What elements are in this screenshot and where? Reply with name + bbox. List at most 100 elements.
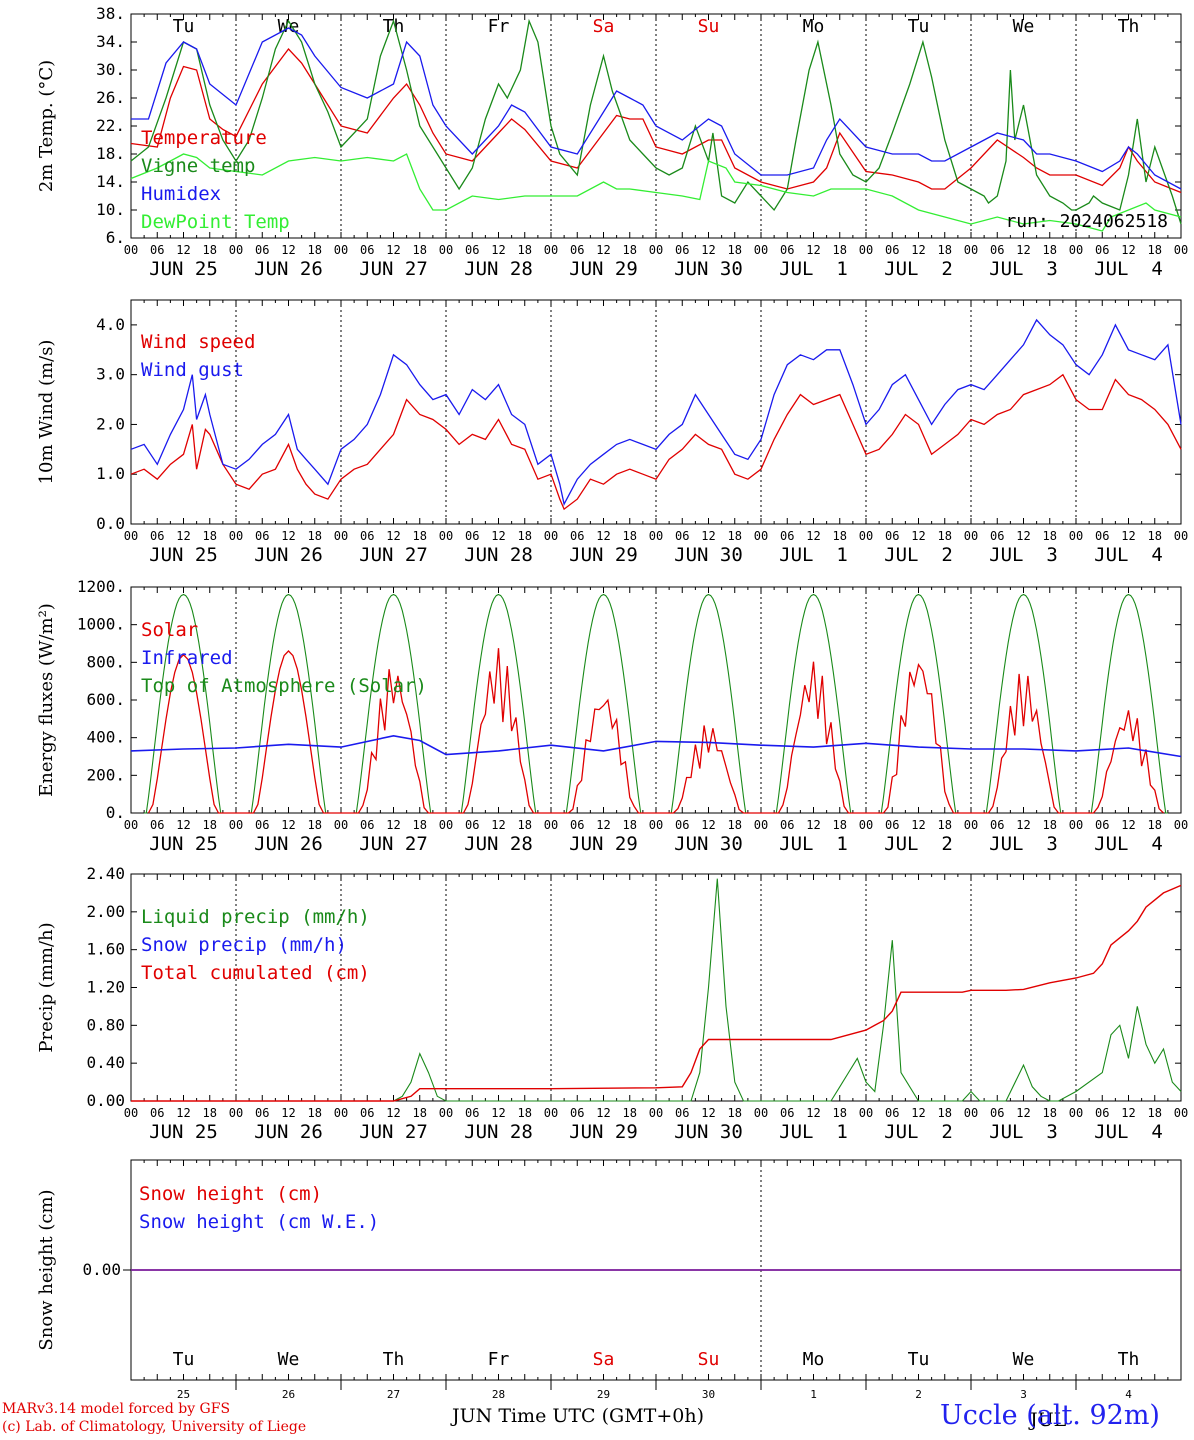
hour-tick-label: 00 (334, 529, 348, 543)
hour-tick-label: 00 (649, 529, 663, 543)
hour-tick-label: 12 (596, 529, 610, 543)
hour-tick-label: 06 (360, 529, 374, 543)
hour-tick-label: 06 (990, 529, 1004, 543)
hour-tick-label: 06 (885, 243, 899, 257)
legend-entry: Top of Atmosphere (Solar) (141, 675, 427, 697)
day-number-label: 28 (492, 1388, 505, 1401)
y-tick-label: 800. (86, 652, 125, 671)
hour-tick-label: 18 (413, 529, 427, 543)
weekday-label: We (278, 1349, 300, 1370)
y-axis-label-energy: Energy fluxes (W/m²) (36, 603, 57, 797)
series-line-dewpoint-temp (130, 153, 1182, 232)
credit-line-2: (c) Lab. of Climatology, University of L… (2, 1419, 307, 1435)
hour-tick-label: 12 (386, 529, 400, 543)
hour-tick-label: 18 (518, 818, 532, 832)
series-line-wind-gust (130, 318, 1182, 506)
hour-tick-label: 18 (623, 529, 637, 543)
hour-tick-label: 00 (754, 1106, 768, 1120)
hour-tick-label: 18 (1148, 818, 1162, 832)
weekday-label: We (1013, 1349, 1035, 1370)
y-tick-label: 14. (96, 172, 125, 191)
hour-tick-label: 00 (124, 529, 138, 543)
date-label: JUL 1 (779, 833, 848, 855)
hour-tick-label: 12 (701, 243, 715, 257)
day-number-label: 1 (810, 1388, 817, 1401)
hour-tick-label: 06 (360, 1106, 374, 1120)
day-number-label: 25 (177, 1388, 190, 1401)
hour-tick-label: 06 (150, 1106, 164, 1120)
day-number-label: 3 (1020, 1388, 1027, 1401)
y-tick-label: 10. (96, 200, 125, 219)
hour-tick-label: 18 (1043, 818, 1057, 832)
hour-tick-label: 12 (281, 529, 295, 543)
hour-tick-label: 00 (754, 818, 768, 832)
date-label: JUN 26 (254, 833, 323, 855)
hour-tick-label: 06 (150, 818, 164, 832)
y-tick-label: 0.40 (86, 1053, 125, 1072)
hour-tick-label: 00 (1174, 243, 1188, 257)
hour-tick-label: 12 (176, 818, 190, 832)
weekday-label: Tu (173, 1349, 195, 1370)
date-label: JUN 30 (674, 258, 743, 280)
y-axis-label-wind: 10m Wind (m/s) (36, 340, 57, 485)
hour-tick-label: 12 (176, 529, 190, 543)
hour-tick-label: 18 (1148, 243, 1162, 257)
legend-entry: Wind speed (141, 331, 255, 353)
hour-tick-label: 12 (806, 529, 820, 543)
day-number-label: 27 (387, 1388, 400, 1401)
hour-tick-label: 18 (623, 243, 637, 257)
date-label: JUN 26 (254, 544, 323, 566)
y-tick-label: 400. (86, 728, 125, 747)
legend-entry: Wind gust (141, 359, 244, 381)
weekday-label: Th (1118, 16, 1140, 37)
hour-tick-label: 12 (1016, 1106, 1030, 1120)
legend-entry: Snow precip (mm/h) (141, 934, 347, 956)
hour-tick-label: 00 (544, 243, 558, 257)
hour-tick-label: 18 (728, 243, 742, 257)
date-label: JUL 2 (884, 544, 953, 566)
legend-entry: Temperature (141, 127, 267, 149)
hour-tick-label: 00 (124, 1106, 138, 1120)
hour-tick-label: 12 (281, 243, 295, 257)
y-tick-label: 1.20 (86, 978, 125, 997)
y-tick-label: 0.00 (86, 1091, 125, 1110)
hour-tick-label: 12 (806, 818, 820, 832)
hour-tick-label: 18 (938, 1106, 952, 1120)
legend-entry: Snow height (cm W.E.) (139, 1211, 379, 1233)
y-tick-label: 1.60 (86, 940, 125, 959)
x-axis-label: Time UTC (GMT+0h) (498, 1405, 705, 1427)
hour-tick-label: 18 (1043, 1106, 1057, 1120)
date-label: JUN 28 (464, 833, 533, 855)
hour-tick-label: 12 (386, 243, 400, 257)
date-label: JUL 3 (989, 833, 1058, 855)
hour-tick-label: 06 (255, 529, 269, 543)
hour-tick-label: 06 (780, 1106, 794, 1120)
weekday-label: Tu (908, 16, 930, 37)
hour-tick-label: 12 (806, 1106, 820, 1120)
hour-tick-label: 06 (465, 243, 479, 257)
hour-tick-label: 00 (754, 243, 768, 257)
date-label: JUL 1 (779, 1121, 848, 1143)
weekday-label: Fr (488, 1349, 510, 1370)
y-tick-label: 200. (86, 765, 125, 784)
date-label: JUL 2 (884, 1121, 953, 1143)
hour-tick-label: 18 (413, 818, 427, 832)
y-tick-label: 0.80 (86, 1015, 125, 1034)
hour-tick-label: 12 (386, 1106, 400, 1120)
weekday-label: Th (1118, 1349, 1140, 1370)
hour-tick-label: 06 (570, 818, 584, 832)
legend-entry: DewPoint Temp (141, 211, 290, 233)
hour-tick-label: 12 (911, 529, 925, 543)
hour-tick-label: 18 (413, 243, 427, 257)
weekday-label: We (1013, 16, 1035, 37)
hour-tick-label: 06 (570, 529, 584, 543)
hour-tick-label: 12 (1121, 1106, 1135, 1120)
hour-tick-label: 00 (859, 818, 873, 832)
date-label: JUL 1 (779, 258, 848, 280)
hour-tick-label: 12 (596, 243, 610, 257)
date-label: JUN 25 (149, 833, 218, 855)
hour-tick-label: 18 (518, 243, 532, 257)
date-label: JUN 26 (254, 1121, 323, 1143)
hour-tick-label: 18 (1148, 1106, 1162, 1120)
